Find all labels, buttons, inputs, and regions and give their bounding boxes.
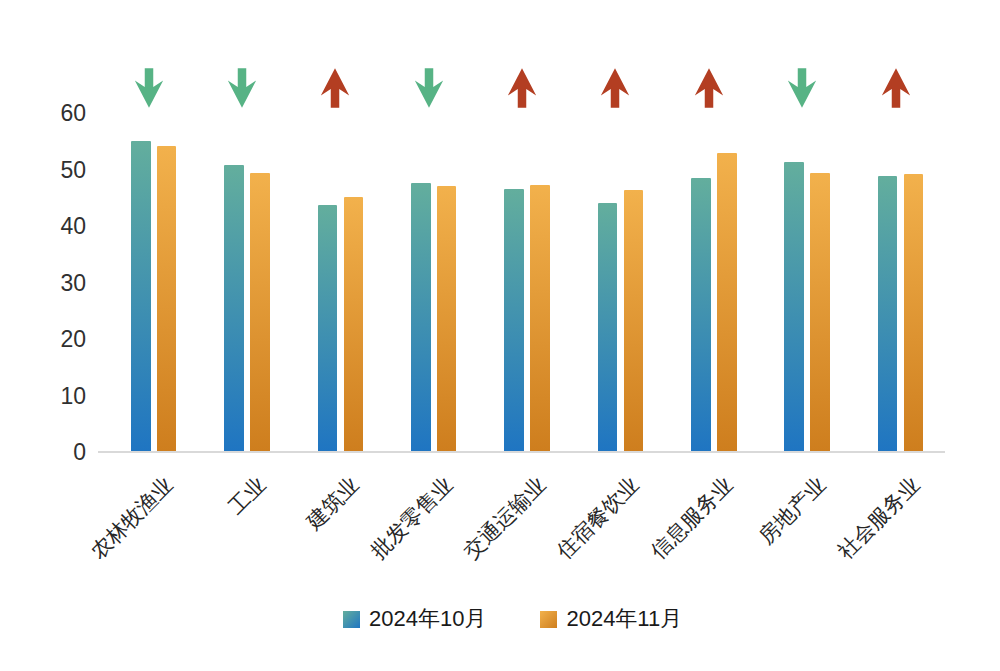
decrease-arrow-icon [225,68,259,112]
bar-chart-canvas: 0 10 20 30 40 50 60 农林牧渔业工业建筑业批发零售业交通运输业住宿餐饮业信息… [0,0,1000,671]
bar-november [810,173,830,451]
bar-october [598,203,618,451]
bar-november [437,186,457,451]
x-axis-category-label: 交通运输业 [458,471,552,565]
increase-arrow-icon [318,68,352,112]
legend-swatch-november [540,611,557,628]
bar-november [344,197,364,451]
bar-november [250,173,270,451]
bar-november [904,174,924,451]
increase-arrow-icon [879,68,913,112]
x-axis-category-label: 农林牧渔业 [84,471,178,565]
bar-chart-plot-area: 0 10 20 30 40 50 60 农林牧渔业工业建筑业批发零售业交通运输业住宿餐饮业信息… [0,0,1000,671]
y-axis-tick-label: 30 [26,270,86,296]
legend-item-october: 2024年10月 [343,607,486,631]
legend-swatch-october [343,611,360,628]
y-axis-tick-label: 50 [26,157,86,183]
x-axis-category-label: 信息服务业 [645,471,739,565]
bar-november [624,190,644,451]
legend-item-november: 2024年11月 [540,607,682,631]
bar-october [691,178,711,451]
decrease-arrow-icon [132,68,166,112]
x-axis-category-label: 住宿餐饮业 [551,471,645,565]
bar-october [131,141,151,451]
decrease-arrow-icon [412,68,446,112]
y-axis-tick-label: 20 [26,326,86,352]
decrease-arrow-icon [785,68,819,112]
legend-label-november: 2024年11月 [566,607,682,631]
bar-october [504,189,524,451]
x-axis-category-label: 建筑业 [301,471,365,535]
x-axis-line [98,451,945,453]
x-axis-category-label: 工业 [222,471,271,520]
y-axis-tick-label: 0 [26,439,86,465]
y-axis-tick-label: 10 [26,383,86,409]
bar-october [784,162,804,451]
bar-november [157,146,177,451]
y-axis-tick-label: 60 [26,100,86,126]
chart-legend: 2024年10月 2024年11月 [343,607,682,631]
bar-october [878,176,898,451]
increase-arrow-icon [598,68,632,112]
bar-october [318,205,338,451]
y-axis-tick-label: 40 [26,213,86,239]
bar-october [411,183,431,451]
x-axis-category-label: 批发零售业 [365,471,459,565]
x-axis-category-label: 社会服务业 [831,471,925,565]
bar-october [224,165,244,451]
increase-arrow-icon [505,68,539,112]
legend-label-october: 2024年10月 [369,607,486,631]
x-axis-category-label: 房地产业 [753,471,832,550]
increase-arrow-icon [692,68,726,112]
bar-november [530,185,550,451]
bar-november [717,153,737,451]
